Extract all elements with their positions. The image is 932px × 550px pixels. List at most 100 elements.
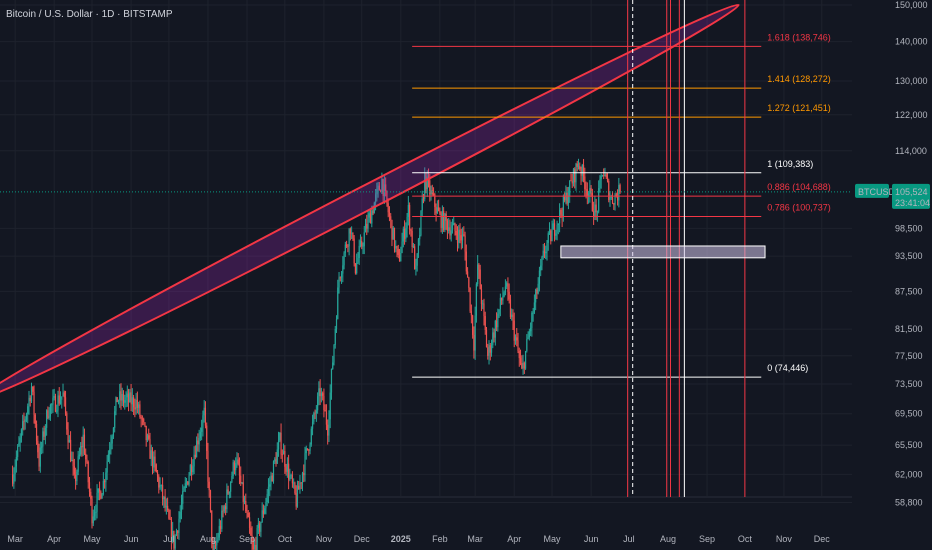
candle [223,504,225,514]
candle [325,404,328,431]
candle-body [473,334,475,351]
candle [416,252,418,272]
candle [202,410,204,437]
candle [236,452,238,468]
candle [269,476,271,497]
candle [242,474,244,511]
candle-body [353,238,355,264]
candle [604,167,606,177]
candle [414,244,416,270]
fib-level-label: 0.886 (104,688) [767,182,831,192]
candle [351,226,353,240]
candle [565,185,567,205]
candle-body [463,234,465,236]
candle-body [144,422,146,426]
support-zone-box[interactable] [560,245,766,259]
candle [489,342,491,361]
candle [80,442,82,457]
candle [610,194,612,201]
support-box-drawing[interactable] [560,245,766,259]
candle [376,182,378,202]
candle [213,537,215,550]
candle [81,436,83,457]
candle [145,425,147,447]
candle-body [270,475,272,485]
candle [611,191,614,205]
candle-body [397,249,399,255]
candle-body [574,169,576,183]
candle [153,451,155,474]
fibonacci-extension-drawing[interactable]: 1.618 (138,746) 1.414 (128,272) 1.272 (121… [412,32,831,378]
candle [324,404,326,412]
candle-body [202,415,204,429]
candle [545,245,547,260]
candle [75,467,77,490]
candle [461,227,464,249]
candle [199,427,201,441]
candle-body [531,312,533,328]
candle-body [183,487,185,492]
candle [143,417,145,426]
candle-body [557,223,559,225]
candle [189,463,191,476]
ellipse-channel[interactable] [0,0,744,409]
candle [402,226,404,248]
candle-body [57,395,59,411]
candle-body [29,397,31,402]
candle-body [466,271,469,278]
candle [334,325,336,349]
candle [320,387,322,403]
candle-body [601,174,604,177]
candle-body [519,358,522,364]
candle [421,190,423,217]
candle [531,311,533,337]
candle [459,223,461,244]
candle-body [161,484,164,500]
candle [196,436,198,458]
candle [472,314,474,339]
candle [548,222,551,235]
candle [323,388,325,418]
candle-body [68,439,70,443]
candle-body [304,453,306,476]
candle-body [115,397,117,412]
candle-body [430,190,432,195]
candle [257,517,259,534]
candle [430,185,432,201]
candle-body [187,481,189,485]
candle-body [95,511,97,513]
candle [295,485,297,510]
candle-body [335,318,338,329]
candle-body [590,188,592,193]
candle-body [586,189,588,197]
candle [46,409,48,436]
price-axis[interactable]: 150,000 140,000 130,000 122,000 114,000 98,50… [895,0,928,508]
candle-body [131,397,133,405]
candle-body [232,462,234,476]
candle-body [493,332,495,338]
candle-body [596,211,599,213]
candle-body [238,464,241,476]
candle [338,271,340,294]
candle-body [130,392,132,405]
candle-body [223,506,225,512]
candle-body [478,264,480,270]
ellipse-channel-drawing[interactable] [0,0,744,409]
candle-body [485,329,488,348]
candle-body [73,466,75,475]
candle [175,528,178,537]
candle-body [436,207,438,214]
candle [599,175,601,193]
candle [367,209,369,233]
candle [456,226,459,252]
candle [345,240,348,249]
candle-body [603,174,605,177]
time-tick-label: Nov [776,534,793,544]
candle-body [207,450,209,482]
candle-body [175,530,178,536]
time-tick-label: May [544,534,562,544]
time-axis[interactable]: Mar Apr May Jun Jul Aug Sep Oct Nov Dec 2025 Feb Mar… [7,534,830,544]
fib-level-label: 1 (109,383) [767,159,813,169]
candle-body [265,502,267,509]
